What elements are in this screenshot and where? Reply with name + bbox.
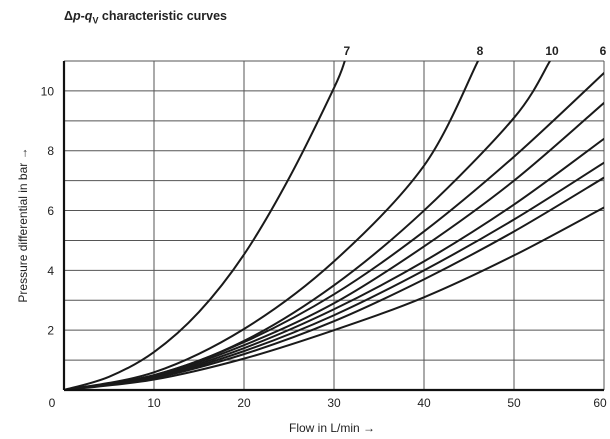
x-tick-label: 20 bbox=[237, 396, 251, 410]
title-dash: - bbox=[80, 9, 85, 23]
series-line bbox=[64, 176, 604, 390]
labels: 0 10 20 30 40 50 60 2 4 6 8 10 7 8 10 6 bbox=[41, 44, 607, 410]
curve-label: 10 bbox=[545, 44, 559, 58]
series-line bbox=[64, 61, 479, 390]
curve-label: 8 bbox=[477, 44, 484, 58]
grid bbox=[64, 60, 605, 390]
title-subscript: V bbox=[92, 15, 99, 26]
x-tick-label: 50 bbox=[507, 396, 521, 410]
curves bbox=[64, 61, 604, 390]
y-tick-label: 4 bbox=[47, 264, 54, 278]
x-tick-label: 10 bbox=[147, 396, 161, 410]
y-axis-title: Pressure differential in bar → bbox=[16, 147, 30, 302]
x-tick-label: 0 bbox=[49, 396, 56, 410]
curve-label-corner: 6 bbox=[600, 44, 607, 58]
y-tick-label: 10 bbox=[41, 84, 55, 98]
chart-title: Δp-qV characteristic curves bbox=[64, 9, 227, 26]
curve-label: 7 bbox=[343, 44, 350, 58]
title-q: q bbox=[84, 9, 93, 23]
x-axis-title: Flow in L/min → bbox=[289, 421, 375, 435]
x-tick-label: 30 bbox=[327, 396, 341, 410]
x-tick-label: 60 bbox=[593, 396, 607, 410]
series-line bbox=[64, 206, 604, 390]
axes bbox=[62, 61, 604, 392]
title-rest: characteristic curves bbox=[98, 9, 228, 23]
series-line bbox=[64, 61, 551, 390]
y-tick-label: 6 bbox=[47, 204, 54, 218]
title-p: p bbox=[72, 9, 81, 23]
series-line bbox=[64, 61, 346, 390]
title-delta-symbol: Δ bbox=[64, 9, 73, 23]
y-tick-label: 8 bbox=[47, 144, 54, 158]
x-tick-label: 40 bbox=[417, 396, 431, 410]
y-tick-label: 2 bbox=[47, 324, 54, 338]
